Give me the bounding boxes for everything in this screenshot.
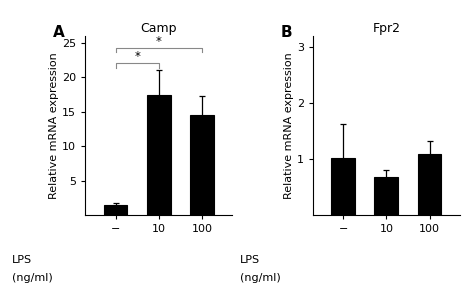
Y-axis label: Relative mRNA expression: Relative mRNA expression	[284, 52, 294, 199]
Text: B: B	[281, 25, 292, 40]
Text: *: *	[134, 50, 140, 63]
Bar	[104, 205, 128, 215]
Text: LPS: LPS	[239, 255, 260, 265]
Bar	[374, 177, 398, 215]
Bar	[190, 115, 214, 215]
Title: Camp: Camp	[140, 22, 177, 35]
Bar	[147, 94, 171, 215]
Bar	[331, 158, 355, 215]
Text: A: A	[53, 25, 65, 40]
Text: *: *	[156, 35, 162, 48]
Title: Fpr2: Fpr2	[373, 22, 401, 35]
Bar	[418, 154, 441, 215]
Y-axis label: Relative mRNA expression: Relative mRNA expression	[49, 52, 59, 199]
Text: (ng/ml): (ng/ml)	[12, 273, 53, 283]
Text: LPS: LPS	[12, 255, 32, 265]
Text: (ng/ml): (ng/ml)	[239, 273, 280, 283]
